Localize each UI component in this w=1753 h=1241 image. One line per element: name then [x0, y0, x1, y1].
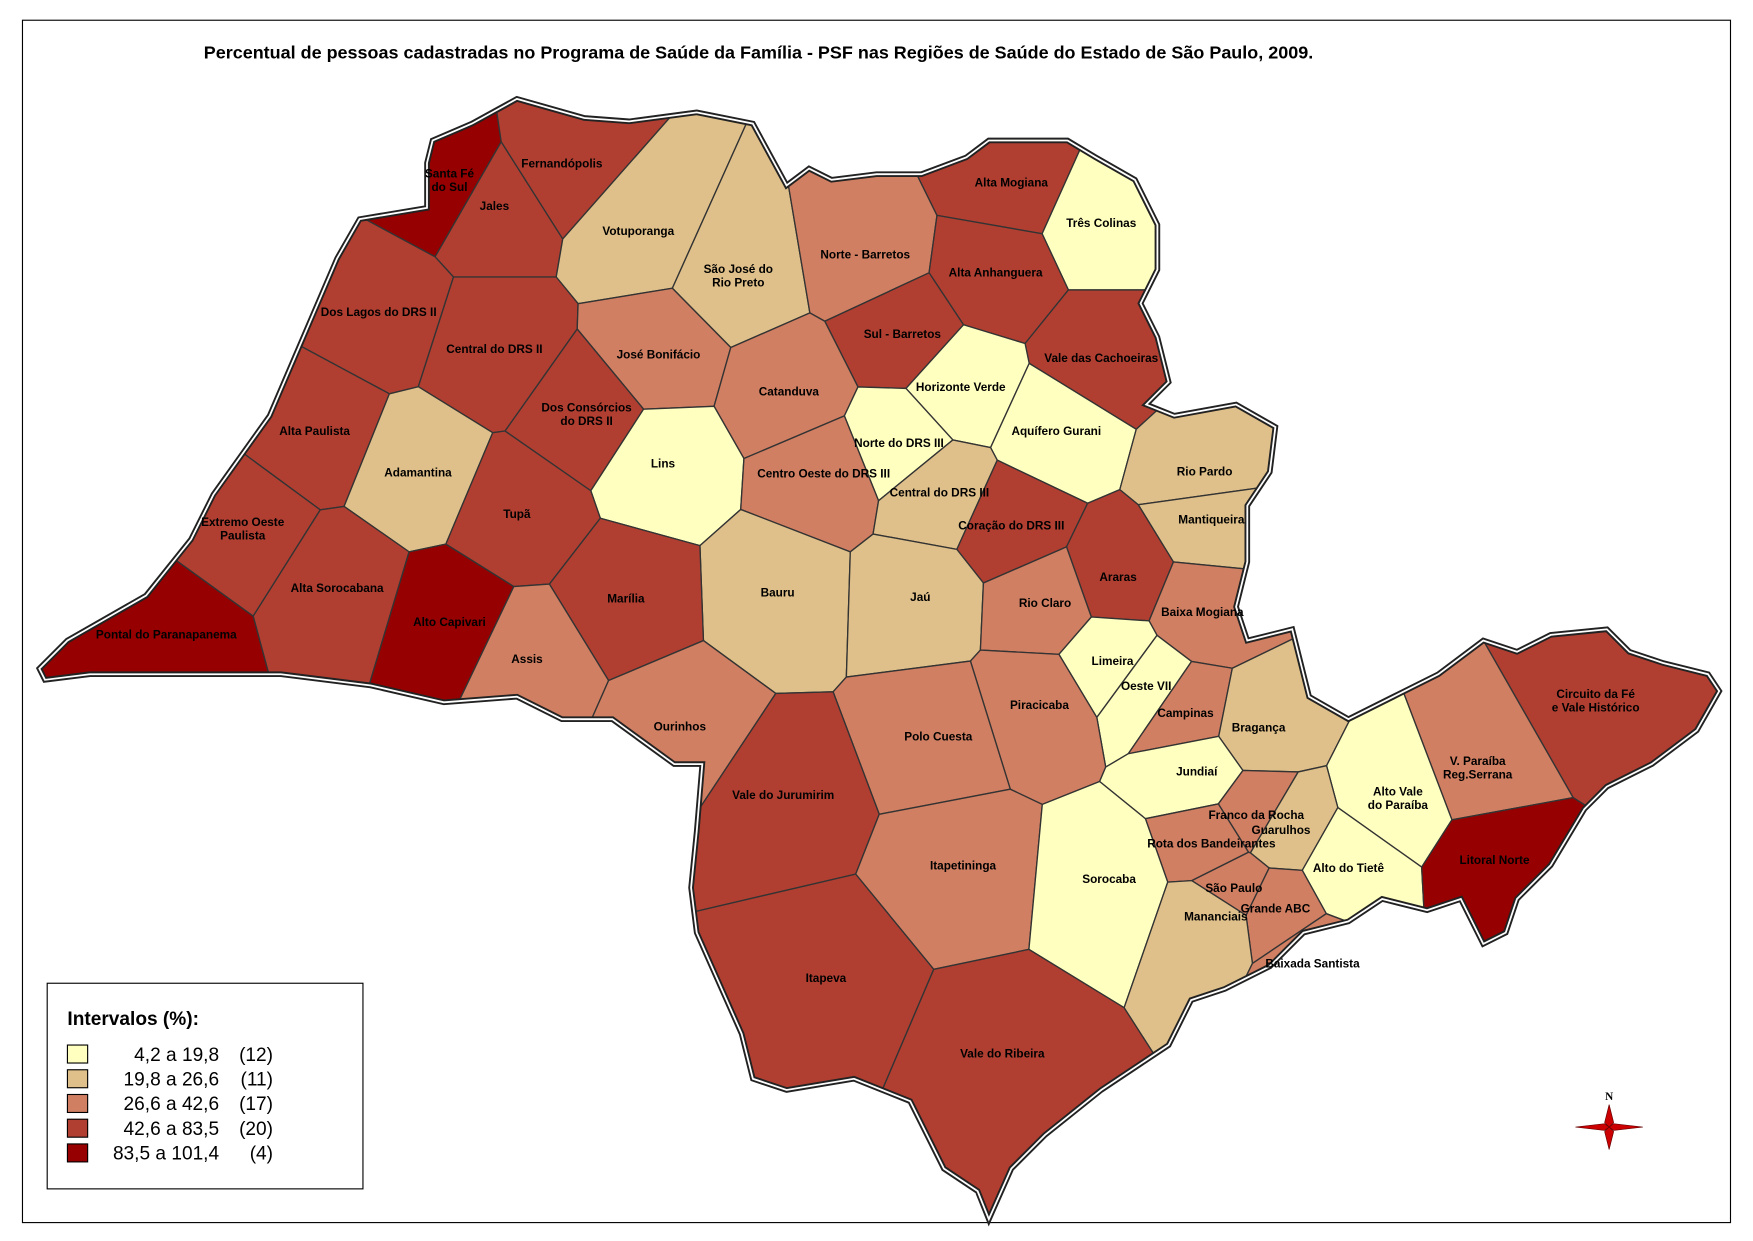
region-label: Marília	[607, 592, 645, 605]
compass: N	[1575, 1091, 1643, 1150]
region-label: Dos Consórcios	[541, 401, 632, 414]
legend-swatch	[66, 1069, 89, 1089]
region-label: Itapeva	[806, 972, 847, 985]
region-label: Vale do Jurumirim	[732, 789, 834, 802]
region-label: do Paraíba	[1368, 799, 1429, 812]
region-label: Alto Capivari	[413, 616, 486, 629]
region-label: Rio Claro	[1019, 597, 1071, 610]
region-label: Sul - Barretos	[864, 328, 942, 341]
region-label: Três Colinas	[1066, 217, 1137, 230]
region-label: Tupã	[503, 508, 531, 521]
region-label: Fernandópolis	[521, 157, 603, 170]
region-label: Bauru	[761, 587, 795, 600]
state-outline-inner	[38, 97, 1721, 1222]
region-label: Vale do Ribeira	[960, 1047, 1045, 1060]
region-label: Itapetininga	[930, 860, 997, 873]
region-label: Limeira	[1092, 655, 1134, 668]
region-label: Jundiaí	[1176, 765, 1218, 778]
region-label: Guarulhos	[1252, 824, 1311, 837]
region-label: do DRS II	[560, 415, 612, 428]
region-label: Lins	[651, 457, 676, 470]
region-label: Horizonte Verde	[916, 381, 1006, 394]
region-label: Mananciais	[1184, 910, 1248, 923]
legend-swatch	[66, 1143, 89, 1163]
region-label: Bragança	[1232, 722, 1286, 735]
legend-range: 4,2 a 19,8	[134, 1045, 219, 1066]
legend-count: (17)	[239, 1094, 273, 1115]
region-label: V. Paraíba	[1450, 755, 1506, 768]
region-label: Paulista	[220, 529, 266, 542]
region-label: Santa Fé	[425, 168, 475, 181]
region-label: Aquífero Gurani	[1011, 425, 1101, 438]
region-label: Norte do DRS III	[854, 437, 944, 450]
region-label: Alta Sorocabana	[291, 582, 384, 595]
region-label: Circuito da Fé	[1556, 688, 1635, 701]
region-label: Rota dos Bandeirantes	[1147, 837, 1276, 850]
region-label: Catanduva	[759, 386, 820, 399]
region-label: Rio Preto	[712, 277, 764, 290]
legend: Intervalos (%): 4,2 a 19,8 (12) 19,8 a 26,…	[46, 982, 364, 1190]
region-label: Adamantina	[384, 466, 452, 479]
region-label: Grande ABC	[1241, 902, 1311, 915]
region-label: Coração do DRS III	[958, 519, 1064, 532]
region-label: Sorocaba	[1082, 873, 1136, 886]
legend-swatch	[66, 1118, 89, 1138]
region-label: Central do DRS III	[890, 487, 990, 500]
region-label: e Vale Histórico	[1552, 701, 1640, 714]
region-label: São José do	[704, 263, 773, 276]
legend-title: Intervalos (%):	[67, 1009, 199, 1030]
region-label: Central do DRS II	[446, 343, 542, 356]
legend-count: (20)	[239, 1119, 273, 1140]
region-label: Litoral Norte	[1459, 854, 1529, 867]
region-label: Baixa Mogiana	[1161, 606, 1244, 619]
region-label: Assis	[511, 653, 543, 666]
region-label: do Sul	[431, 181, 467, 194]
region-label: Piracicaba	[1010, 699, 1069, 712]
region-label: Franco da Rocha	[1208, 809, 1304, 822]
region-label: Alta Anhanguera	[949, 266, 1043, 279]
legend-swatch	[66, 1093, 89, 1114]
region-label: Alto Vale	[1373, 786, 1423, 799]
region-label: Campinas	[1157, 707, 1214, 720]
map-title: Percentual de pessoas cadastradas no Pro…	[204, 42, 1313, 62]
region-label: Alta Paulista	[279, 425, 350, 438]
legend-range: 26,6 a 42,6	[124, 1094, 220, 1115]
region-label: Jaú	[910, 591, 930, 604]
region-label: Norte - Barretos	[820, 248, 910, 261]
region-label: Dos Lagos do DRS II	[321, 306, 437, 319]
region-label: Vale das Cachoeiras	[1044, 352, 1158, 365]
region-label: Polo Cuesta	[904, 731, 973, 744]
region-label: Votuporanga	[602, 225, 674, 238]
region-label: Pontal do Paranapanema	[96, 628, 237, 641]
region-label: Alto do Tietê	[1313, 862, 1385, 875]
region-label: Mantiqueira	[1178, 514, 1245, 527]
region-label: Oeste VII	[1121, 680, 1171, 693]
region-label: Centro Oeste do DRS III	[757, 468, 890, 481]
region-label: Jales	[480, 200, 510, 213]
legend-box	[46, 982, 364, 1190]
legend-count: (4)	[250, 1144, 273, 1165]
region-label: Baixada Santista	[1265, 958, 1360, 971]
region-label: José Bonifácio	[617, 348, 701, 361]
compass-label: N	[1605, 1091, 1613, 1103]
region-label: Extremo Oeste	[201, 516, 285, 529]
region-label: Alta Mogiana	[975, 177, 1049, 190]
legend-swatch	[66, 1044, 89, 1064]
legend-count: (11)	[241, 1069, 274, 1090]
region-label: São Paulo	[1205, 882, 1262, 895]
legend-count: (12)	[239, 1045, 273, 1066]
region-label: Reg.Serrana	[1443, 769, 1513, 782]
legend-range: 42,6 a 83,5	[124, 1119, 220, 1140]
region-label: Araras	[1099, 571, 1137, 584]
legend-range: 19,8 a 26,6	[124, 1069, 220, 1090]
legend-range: 83,5 a 101,4	[113, 1144, 220, 1165]
region-label: Ourinhos	[654, 720, 707, 733]
region-label: Rio Pardo	[1177, 465, 1233, 478]
